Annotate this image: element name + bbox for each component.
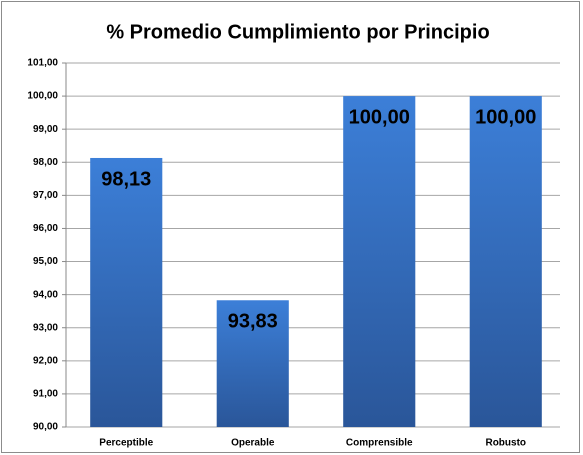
y-tick-label: 91,00 — [33, 389, 58, 400]
data-label: 93,83 — [228, 311, 278, 333]
y-tick-label: 94,00 — [33, 289, 58, 300]
bar — [216, 300, 289, 427]
y-tick-label: 92,00 — [33, 355, 58, 366]
y-tick-label: 93,00 — [33, 322, 58, 333]
y-tick-label: 96,00 — [33, 223, 58, 234]
y-tick-label: 97,00 — [33, 190, 58, 201]
x-tick-label: Perceptible — [99, 438, 153, 449]
y-tick-label: 101,00 — [27, 58, 58, 69]
y-tick-label: 95,00 — [33, 256, 58, 267]
data-label: 98,13 — [101, 168, 151, 190]
bar — [469, 96, 542, 427]
y-tick-label: 90,00 — [33, 422, 58, 433]
chart-title: % Promedio Cumplimiento por Principio — [106, 21, 489, 43]
x-tick-label: Robusto — [485, 438, 526, 449]
x-tick-label: Comprensible — [346, 438, 413, 449]
y-tick-label: 99,00 — [33, 124, 58, 135]
bar — [90, 157, 163, 428]
y-tick-label: 98,00 — [33, 157, 58, 168]
data-label: 100,00 — [475, 106, 536, 128]
data-label: 100,00 — [349, 106, 410, 128]
x-tick-label: Operable — [231, 438, 275, 449]
bar — [343, 96, 416, 427]
y-tick-label: 100,00 — [27, 91, 58, 102]
